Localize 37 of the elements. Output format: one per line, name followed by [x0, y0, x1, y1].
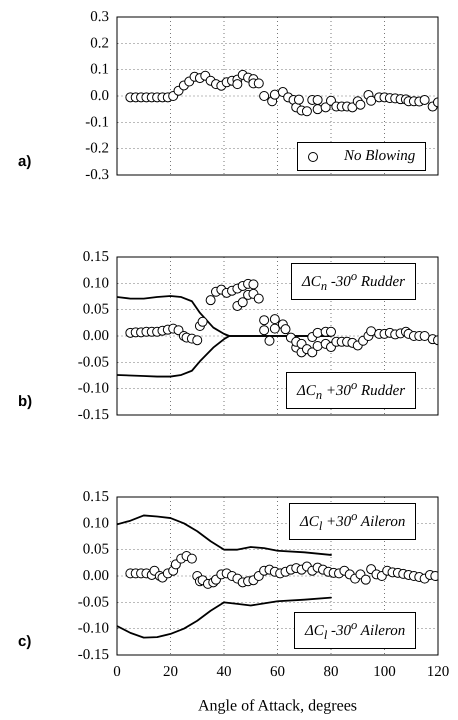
text: a): [18, 153, 32, 170]
x-tick-label: 60: [270, 664, 285, 680]
y-tick-label: 0.00: [82, 328, 109, 344]
y-tick-label: -0.05: [78, 354, 109, 370]
y-tick-label: -0.10: [78, 620, 109, 637]
y-tick-label: 0.00: [82, 568, 109, 584]
x-tick-label: 80: [324, 664, 338, 680]
y-tick-label: 0.2: [90, 35, 109, 52]
series-label: ΔC$_{l}$ +30$^{o}$ Aileron: [289, 503, 416, 540]
y-tick-label: 0.0: [90, 88, 109, 104]
y-tick-label: -0.15: [78, 646, 109, 663]
y-tick-label: 0.05: [82, 542, 109, 558]
x-tick-label: 120: [426, 664, 450, 680]
y-tick-label: 0.05: [82, 302, 109, 318]
y-tick-label: 0.15: [82, 488, 109, 505]
text: c): [18, 633, 32, 650]
y-tick-label: 0.1: [90, 62, 109, 78]
y-tick-label: -0.15: [78, 406, 109, 423]
y-tick-label: 0.3: [90, 8, 109, 25]
text: b): [18, 393, 32, 410]
text: ΔC$_{n}$ -30$^{o}$ Rudder: [291, 263, 416, 300]
x-tick-label: 100: [373, 664, 396, 680]
y-tick-label: 0.10: [82, 515, 109, 532]
y-tick-label: -0.2: [85, 140, 109, 157]
y-tick-label: -0.10: [78, 380, 109, 397]
x-tick-label: 20: [163, 664, 178, 680]
x-axis-title: Angle of Attack, degrees: [198, 698, 358, 715]
text: ΔC$_{n}$ +30$^{o}$ Rudder: [286, 372, 416, 409]
y-tick-label: -0.3: [85, 166, 109, 183]
series-label: ΔC$_{l}$ -30$^{o}$ Aileron: [294, 612, 416, 649]
y-tick-label: -0.1: [85, 114, 109, 130]
legend-label: No Blowing: [344, 148, 416, 164]
y-tick-label: -0.05: [78, 594, 109, 610]
x-tick-label: 0: [113, 664, 121, 680]
x-tick-label: 40: [216, 664, 232, 680]
y-tick-label: 0.15: [82, 248, 109, 265]
y-tick-label: 0.10: [82, 275, 109, 292]
